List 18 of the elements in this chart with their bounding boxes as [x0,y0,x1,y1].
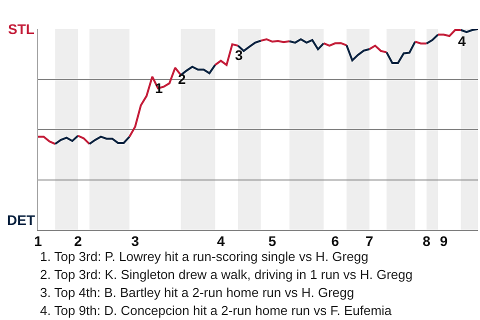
x-tick-label: 8 [422,232,431,249]
text: 1. Top 3rd: P. Lowrey hit a run-scoring single vs H. Gregg [40,249,368,264]
x-tick-label: 3 [131,232,140,249]
text: STL [8,21,35,37]
x-tick-label: 6 [331,232,340,249]
x-tick-label: 9 [440,232,448,249]
annotation: 4 [458,33,466,49]
text: 3. Top 4th: B. Bartley hit a 2-run home run vs H. Gregg [40,285,354,300]
x-tick-label: 7 [366,232,374,249]
x-tick-label: 1 [34,232,42,249]
annotation: 2 [178,71,186,87]
x-tick-label: 2 [74,232,82,249]
text: 4. Top 9th: D. Concepcion hit a 2-run home run vs F. Eufemia [40,303,392,318]
x-tick-label: 4 [216,232,225,249]
text: DET [7,212,36,228]
x-tick-label: 5 [268,232,276,249]
text: 2. Top 3rd: K. Singleton drew a walk, driving in 1 run vs H. Gregg [40,267,413,282]
annotation: 3 [235,47,243,63]
